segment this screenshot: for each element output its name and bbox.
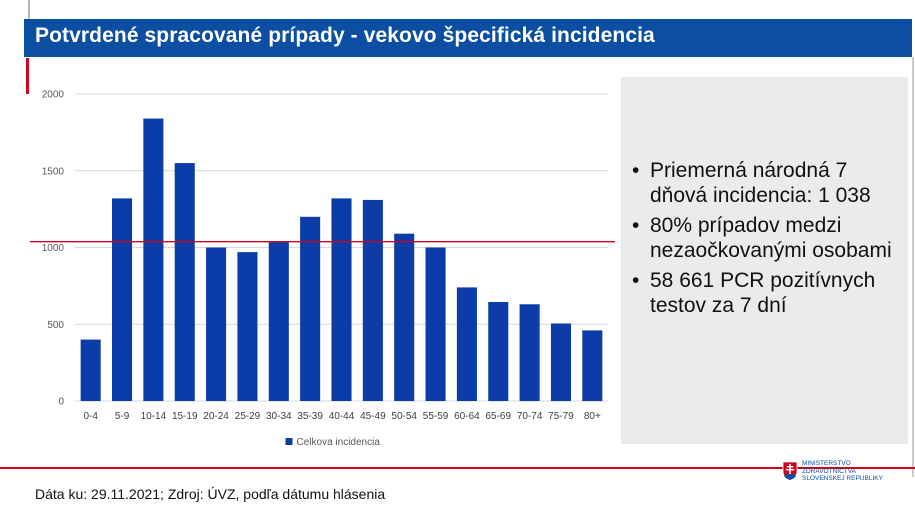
bullet-text: 58 661 PCR pozitívnych testov za 7 dní (650, 269, 876, 317)
top-left-rule (28, 0, 30, 22)
bullet-item-average-incidence: • Priemerná národná 7 dňová incidencia: 1… (631, 158, 903, 208)
x-tick-label: 5-9 (115, 411, 130, 422)
y-tick-label: 0 (58, 397, 64, 408)
ministry-name-line-3: SLOVENSKEJ REPUBLIKY (802, 475, 883, 482)
bar-10-14 (143, 118, 164, 401)
bar-35-39 (300, 216, 321, 401)
x-tick-label: 30-34 (266, 411, 292, 422)
bar-0-4 (80, 339, 101, 401)
bullet-list: • Priemerná národná 7 dňová incidencia: 1… (631, 158, 903, 323)
bar-50-54 (394, 233, 415, 401)
x-tick-label: 15-19 (172, 411, 198, 422)
x-tick-label: 55-59 (423, 411, 449, 422)
x-tick-label: 60-64 (454, 411, 480, 422)
source-note: Dáta ku: 29.11.2021; Zdroj: ÚVZ, podľa d… (35, 486, 386, 502)
y-tick-label: 2000 (42, 90, 65, 101)
slide-title: Potvrdené spracované prípady - vekovo šp… (35, 24, 655, 47)
footer-rule (0, 467, 915, 469)
x-tick-label: 35-39 (297, 411, 323, 422)
incidence-bar-chart: 0 500 1000 1500 2000 0-4 5-9 10-14 15-19 20-24 25-… (30, 90, 615, 448)
bar-20-24 (206, 247, 227, 401)
ministry-name-line-2: ZDRAVOTNÍCTVA (802, 467, 856, 475)
bar-45-49 (362, 199, 383, 401)
x-tick-label: 0-4 (83, 411, 98, 422)
bar-15-19 (174, 163, 195, 401)
bar-5-9 (111, 198, 133, 401)
legend-swatch (285, 438, 293, 445)
ministry-logo: MINISTERSTVO ZDRAVOTNÍCTVA SLOVENSKEJ RE… (782, 458, 907, 492)
bar-60-64 (456, 287, 477, 401)
bar-65-69 (488, 301, 509, 401)
x-tick-label: 80+ (584, 411, 601, 422)
x-tick-label: 25-29 (235, 411, 261, 422)
info-panel: • Priemerná národná 7 dňová incidencia: 1… (621, 77, 908, 444)
right-border-rule (912, 57, 914, 477)
x-tick-label: 10-14 (141, 411, 167, 422)
bar-75-79 (550, 323, 572, 401)
ministry-name-line-1: MINISTERSTVO (802, 460, 851, 467)
x-tick-label: 75-79 (548, 411, 574, 422)
slovak-coat-of-arms-icon (782, 461, 798, 481)
y-tick-label: 1500 (42, 166, 65, 177)
bullet-dot-icon: • (632, 159, 640, 182)
bar-80+ (582, 330, 603, 401)
bullet-dot-icon: • (632, 214, 640, 237)
bar-40-44 (331, 198, 352, 401)
bullet-text: 80% prípadov medzi nezaočkovanými osobam… (650, 214, 892, 262)
bar-70-74 (519, 304, 540, 401)
ministry-name: MINISTERSTVO ZDRAVOTNÍCTVA SLOVENSKEJ RE… (802, 460, 883, 483)
bullet-item-unvaccinated: • 80% prípadov medzi nezaočkovanými osoba… (631, 213, 903, 263)
x-tick-label: 45-49 (360, 411, 386, 422)
bar-55-59 (425, 247, 446, 401)
x-tick-label: 70-74 (517, 411, 543, 422)
bar-25-29 (237, 252, 258, 401)
x-tick-label: 65-69 (485, 411, 511, 422)
bullet-dot-icon: • (632, 269, 640, 292)
red-accent-mark (26, 58, 29, 94)
x-tick-label: 20-24 (203, 411, 229, 422)
y-tick-label: 500 (47, 320, 64, 331)
bar-30-34 (268, 242, 289, 401)
x-tick-label: 40-44 (329, 411, 355, 422)
y-tick-label: 1000 (42, 243, 65, 254)
x-tick-label: 50-54 (391, 411, 417, 422)
bullet-item-pcr-tests: • 58 661 PCR pozitívnych testov za 7 dní (631, 268, 903, 318)
title-bar: Potvrdené spracované prípady - vekovo šp… (24, 19, 912, 57)
legend-label: Celkova incidencia (297, 437, 381, 448)
bullet-text: Priemerná národná 7 dňová incidencia: 1 … (650, 159, 871, 207)
